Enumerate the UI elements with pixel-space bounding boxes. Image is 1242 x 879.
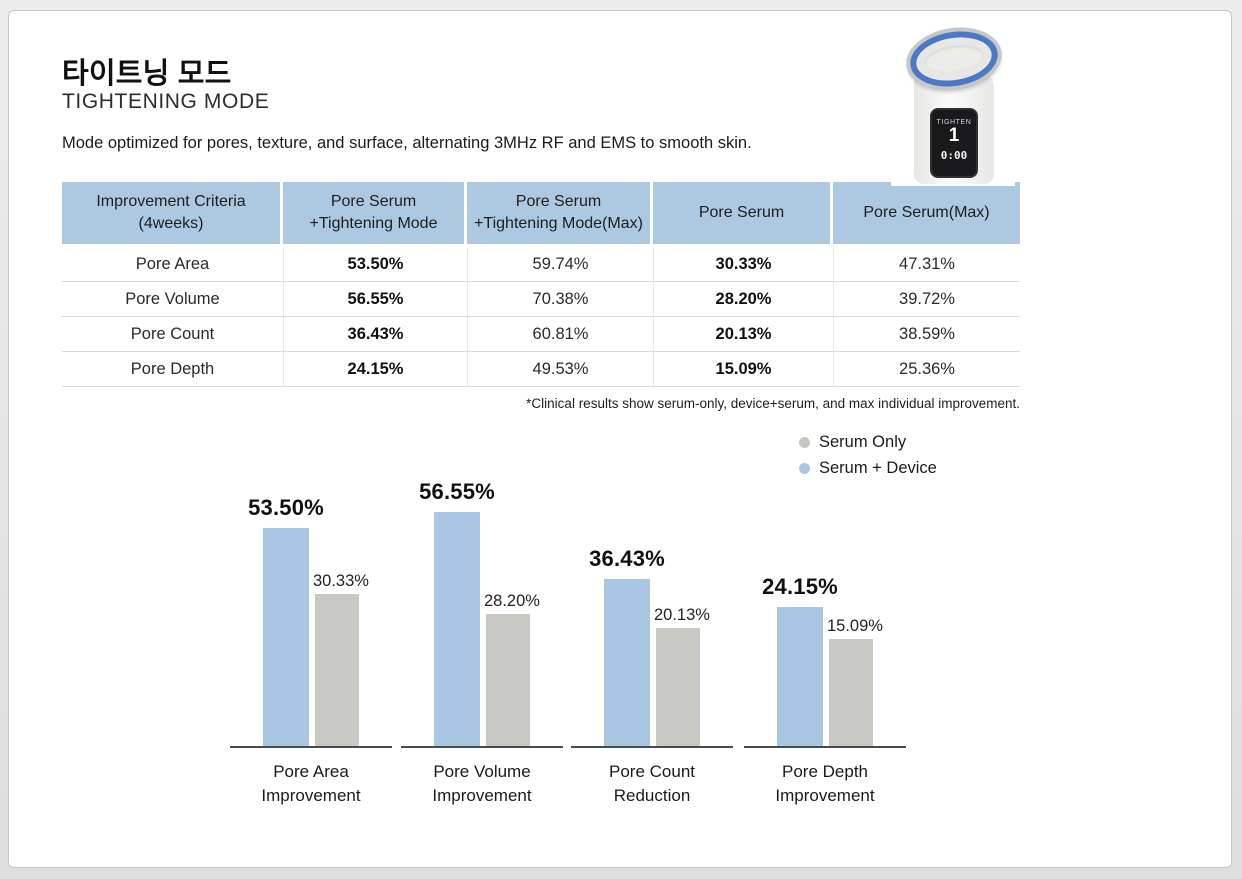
table-row: Pore Count 36.43% 60.81% 20.13% 38.59% xyxy=(62,317,1020,352)
bar-value-serum-device: 24.15% xyxy=(762,574,838,599)
table-header-serum-device: Pore Serum +Tightening Mode xyxy=(283,182,464,244)
cell-criteria: Pore Area xyxy=(135,254,210,273)
bar-value-serum-only: 28.20% xyxy=(484,592,540,610)
results-table: Improvement Criteria (4weeks) Pore Serum… xyxy=(62,182,1020,387)
clinical-footnote: *Clinical results show serum-only, devic… xyxy=(526,396,1020,411)
legend-item-serum-device: Serum + Device xyxy=(799,459,937,478)
cell-serum: 28.20% xyxy=(653,282,833,316)
bar-pair: 53.50% 30.33% xyxy=(230,488,392,748)
table-header-criteria: Improvement Criteria (4weeks) xyxy=(62,182,280,244)
bar-pair: 56.55% 28.20% xyxy=(401,479,563,748)
cell-criteria: Pore Count xyxy=(130,324,215,343)
bar-serum-device: 24.15% xyxy=(762,574,838,746)
chart-group-pore-count: 36.43% 20.13% Pore Count Reduction xyxy=(571,488,733,808)
cell-serum-max: 25.36% xyxy=(833,352,1020,386)
page-title-korean: 타이트닝 모드 xyxy=(62,58,232,90)
cell-serum-device: 56.55% xyxy=(283,282,467,316)
bar-serum-device: 56.55% xyxy=(419,479,495,746)
cell-serum: 30.33% xyxy=(653,247,833,281)
cell-serum-max: 38.59% xyxy=(833,317,1020,351)
category-label: Pore Volume Improvement xyxy=(432,762,532,805)
mode-description: Mode optimized for pores, texture, and s… xyxy=(62,134,752,152)
cell-serum-device: 53.50% xyxy=(283,247,467,281)
device-screen: TIGHTEN 1 0:00 xyxy=(930,108,978,178)
table-header-serum: Pore Serum xyxy=(653,182,830,244)
table-row: Pore Volume 56.55% 70.38% 28.20% 39.72% xyxy=(62,282,1020,317)
bar-value-serum-device: 56.55% xyxy=(419,479,495,504)
cell-serum-device-max: 59.74% xyxy=(467,247,653,281)
bar-pair: 36.43% 20.13% xyxy=(571,488,733,748)
chart-group-pore-volume: 56.55% 28.20% Pore Volume Improvement xyxy=(401,479,563,808)
cell-criteria: Pore Depth xyxy=(130,359,215,378)
bar-serum-only: 30.33% xyxy=(313,572,369,746)
bar-serum-only: 28.20% xyxy=(484,592,540,746)
bar-value-serum-device: 36.43% xyxy=(589,546,665,571)
category-label: Pore Area Improvement xyxy=(261,762,361,805)
bar-chart: 53.50% 30.33% Pore Area Improvement 56.5… xyxy=(230,479,920,818)
category-label: Pore Depth Improvement xyxy=(775,762,875,805)
legend-label-serum-only: Serum Only xyxy=(819,433,907,451)
device-photo: TIGHTEN 1 0:00 xyxy=(891,20,1015,186)
cell-serum-device: 24.15% xyxy=(283,352,467,386)
cell-serum-max: 39.72% xyxy=(833,282,1020,316)
chart-group-pore-area: 53.50% 30.33% Pore Area Improvement xyxy=(230,488,392,808)
page-title-english: TIGHTENING MODE xyxy=(62,90,270,113)
bar-serum-device: 36.43% xyxy=(589,546,665,746)
bar-value-serum-only: 30.33% xyxy=(313,572,369,590)
table-row: Pore Depth 24.15% 49.53% 15.09% 25.36% xyxy=(62,352,1020,387)
bar-value-serum-device: 53.50% xyxy=(248,495,324,520)
legend-dot-serum-device-icon xyxy=(799,463,810,474)
bar-serum-only: 20.13% xyxy=(654,606,710,746)
table-header-serum-max: Pore Serum(Max) xyxy=(833,182,1020,244)
legend-dot-serum-only-icon xyxy=(799,437,810,448)
bar-pair: 24.15% 15.09% xyxy=(744,488,906,748)
bar-value-serum-only: 20.13% xyxy=(654,606,710,624)
cell-criteria: Pore Volume xyxy=(125,289,220,308)
cell-serum-device-max: 70.38% xyxy=(467,282,653,316)
bar-serum-only: 15.09% xyxy=(827,617,883,746)
device-head-plate xyxy=(922,41,986,77)
cell-serum-device-max: 49.53% xyxy=(467,352,653,386)
device-screen-mode: TIGHTEN xyxy=(936,119,972,126)
cell-serum: 15.09% xyxy=(653,352,833,386)
legend-label-serum-device: Serum + Device xyxy=(819,459,937,477)
category-label: Pore Count Reduction xyxy=(609,762,695,805)
device-screen-timer: 0:00 xyxy=(940,148,968,162)
table-body: Pore Area 53.50% 59.74% 30.33% 47.31% Po… xyxy=(62,247,1020,387)
cell-serum-max: 47.31% xyxy=(833,247,1020,281)
cell-serum-device: 36.43% xyxy=(283,317,467,351)
table-header-row: Improvement Criteria (4weeks) Pore Serum… xyxy=(62,182,1020,244)
table-row: Pore Area 53.50% 59.74% 30.33% 47.31% xyxy=(62,247,1020,282)
cell-serum-device-max: 60.81% xyxy=(467,317,653,351)
legend-item-serum-only: Serum Only xyxy=(799,433,937,452)
bar-serum-device: 53.50% xyxy=(248,495,324,746)
chart-group-pore-depth: 24.15% 15.09% Pore Depth Improvement xyxy=(744,488,906,808)
device-screen-level: 1 xyxy=(948,125,960,146)
cell-serum: 20.13% xyxy=(653,317,833,351)
chart-legend: Serum Only Serum + Device xyxy=(799,433,937,485)
bar-value-serum-only: 15.09% xyxy=(827,617,883,635)
table-header-serum-device-max: Pore Serum +Tightening Mode(Max) xyxy=(467,182,650,244)
